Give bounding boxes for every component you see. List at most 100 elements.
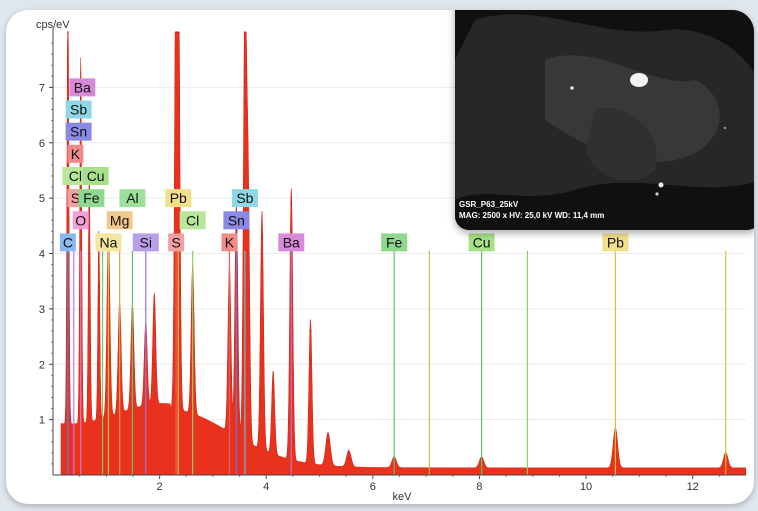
x-axis-label: keV <box>393 491 413 503</box>
element-label-box <box>59 233 76 252</box>
sem-image-inset: GSR_P63_25kV MAG: 2500 x HV: 25,0 kV WD:… <box>455 10 754 230</box>
element-label-text: Sb <box>70 102 87 118</box>
peak-point <box>244 31 246 33</box>
element-label-text: Cl <box>186 212 199 228</box>
x-tick-label: 4 <box>263 481 269 493</box>
peak-point <box>175 31 177 33</box>
element-label-text: S <box>171 234 180 250</box>
y-axis-label: cps/eV <box>36 19 70 31</box>
element-label-text: Sn <box>228 212 245 228</box>
element-label-text: Cl <box>69 168 82 184</box>
element-label-box <box>82 166 109 185</box>
peak-point <box>327 440 329 443</box>
sem-caption-title: GSR_P63_25kV <box>459 200 519 209</box>
element-label-text: Cu <box>87 168 105 184</box>
sem-caption-params: MAG: 2500 x HV: 25,0 kV WD: 11,4 mm <box>459 211 605 220</box>
element-label-o: O <box>72 211 89 230</box>
element-label-text: Sn <box>70 124 87 140</box>
x-tick-label: 2 <box>157 481 163 493</box>
y-tick-label: 3 <box>39 304 45 316</box>
y-tick-label: 1 <box>39 415 45 427</box>
element-label-box <box>381 233 408 252</box>
y-tick-label: 2 <box>39 359 45 371</box>
peak-point <box>88 225 91 227</box>
spectrum-panel: 1 2 3 4 5 6 7 2 4 6 8 10 12 Ba Sb Sn K Cl Cu S Fe Al Pb Sb O Mg C… <box>6 10 754 504</box>
element-label-cu: Cu <box>82 166 109 185</box>
element-label-ba: Ba <box>69 78 96 97</box>
element-label-na: Na <box>95 233 122 252</box>
element-label-text: C <box>63 234 73 250</box>
peak-point <box>309 330 312 332</box>
element-label-ba: Ba <box>278 233 305 252</box>
element-label-box <box>602 233 629 252</box>
element-label-text: Ba <box>74 79 91 95</box>
element-label-text: Sb <box>236 190 253 206</box>
element-label-box <box>67 144 84 163</box>
x-tick-label: 12 <box>687 481 699 493</box>
element-label-text: Cu <box>473 234 491 250</box>
element-label-si: Si <box>132 233 159 252</box>
peak-point <box>153 363 156 366</box>
peak-point <box>272 391 274 393</box>
element-label-text: K <box>225 234 235 250</box>
element-label-sn: Sn <box>223 211 250 230</box>
y-tick-label: 5 <box>39 193 45 205</box>
element-label-box <box>62 166 89 185</box>
element-label-box <box>468 233 495 252</box>
peak-point <box>290 202 293 205</box>
y-tick-label: 4 <box>39 249 45 261</box>
element-label-box <box>119 189 146 208</box>
peak-point <box>261 236 263 238</box>
x-tick-label: 8 <box>476 481 482 493</box>
element-label-box <box>65 100 92 119</box>
sem-micrograph <box>455 10 754 230</box>
element-label-fe: Fe <box>78 189 105 208</box>
element-label-text: Pb <box>607 234 624 250</box>
element-label-pb: Pb <box>602 233 629 252</box>
element-label-sb: Sb <box>65 100 92 119</box>
element-label-text: O <box>75 212 86 228</box>
y-tick-label: 6 <box>39 138 45 150</box>
element-label-text: Mg <box>110 212 129 228</box>
element-label-text: S <box>71 190 80 206</box>
x-tick-label: 10 <box>580 481 592 493</box>
element-label-k: K <box>221 233 238 252</box>
element-label-cl: Cl <box>62 166 89 185</box>
element-label-text: Fe <box>83 190 100 206</box>
element-label-text: Pb <box>170 190 187 206</box>
element-label-text: Na <box>99 234 117 250</box>
element-label-box <box>132 233 159 252</box>
element-label-c: C <box>59 233 76 252</box>
element-label-s: S <box>168 233 185 252</box>
element-label-sb: Sb <box>231 189 258 208</box>
gsr-particle <box>630 73 648 87</box>
element-label-text: Si <box>140 234 152 250</box>
y-tick-label: 7 <box>39 82 45 94</box>
element-label-box <box>78 189 105 208</box>
element-label-box <box>72 211 89 230</box>
x-tick-label: 6 <box>370 481 376 493</box>
element-label-fe: Fe <box>381 233 408 252</box>
element-label-cl: Cl <box>179 211 206 230</box>
element-label-mg: Mg <box>106 211 133 230</box>
element-label-pb: Pb <box>165 189 192 208</box>
element-label-box <box>106 211 133 230</box>
element-label-box <box>65 122 92 141</box>
element-label-box <box>165 189 192 208</box>
peak-point <box>348 457 350 460</box>
element-label-al: Al <box>119 189 146 208</box>
element-label-k: K <box>67 144 84 163</box>
spectrum-fill <box>60 31 747 476</box>
element-label-cu: Cu <box>468 233 495 252</box>
peak-point <box>98 285 100 288</box>
peak-point <box>177 31 180 33</box>
element-label-box <box>278 233 305 252</box>
element-label-text: Al <box>126 190 138 206</box>
peak-point <box>67 31 69 33</box>
element-label-box <box>231 189 258 208</box>
element-label-box <box>168 233 185 252</box>
element-label-text: K <box>71 146 81 162</box>
